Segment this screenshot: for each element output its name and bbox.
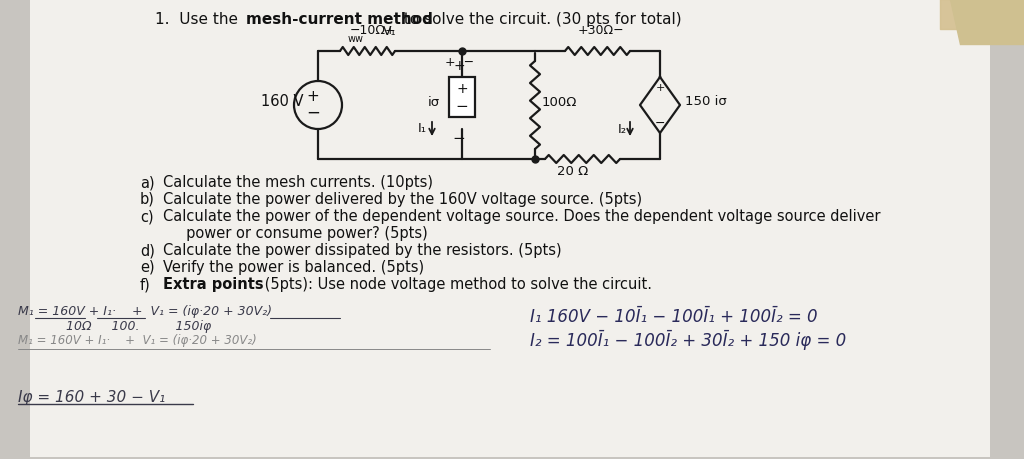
Text: 1.  Use the: 1. Use the (155, 12, 243, 27)
Text: +30Ω−: +30Ω− (578, 24, 624, 37)
Text: 150 iσ: 150 iσ (685, 94, 727, 107)
Text: 20 Ω: 20 Ω (557, 165, 588, 178)
Text: Calculate the power dissipated by the resistors. (5pts): Calculate the power dissipated by the re… (163, 242, 561, 257)
Text: c): c) (140, 208, 154, 224)
Text: f): f) (140, 276, 151, 291)
Text: −: − (306, 104, 319, 122)
Text: to solve the circuit. (30 pts for total): to solve the circuit. (30 pts for total) (399, 12, 682, 27)
Text: Calculate the mesh currents. (10pts): Calculate the mesh currents. (10pts) (163, 174, 433, 190)
Text: power or consume power? (5pts): power or consume power? (5pts) (163, 225, 428, 241)
Text: 160 V: 160 V (261, 93, 303, 108)
Text: 10Ω     100.         150iφ: 10Ω 100. 150iφ (66, 319, 211, 332)
Text: b): b) (140, 191, 155, 207)
Text: I₂: I₂ (617, 122, 627, 135)
Text: Iφ = 160 + 30 − V₁: Iφ = 160 + 30 − V₁ (18, 389, 165, 404)
Text: Calculate the power of the dependent voltage source. Does the dependent voltage : Calculate the power of the dependent vol… (163, 208, 881, 224)
Text: (5pts): Use node voltage method to solve the circuit.: (5pts): Use node voltage method to solve… (260, 276, 652, 291)
FancyBboxPatch shape (30, 0, 990, 457)
Text: +: + (454, 59, 465, 73)
Text: +: + (306, 88, 319, 103)
Text: I₁: I₁ (418, 121, 427, 134)
Polygon shape (950, 0, 1024, 45)
FancyBboxPatch shape (449, 78, 475, 118)
Text: M₁ = 160V + I₁·    +  V₁ = (iφ·20 + 30V₂): M₁ = 160V + I₁· + V₁ = (iφ·20 + 30V₂) (18, 333, 257, 346)
Text: Calculate the power delivered by the 160V voltage source. (5pts): Calculate the power delivered by the 160… (163, 191, 642, 207)
Text: M₁ = 160V + I₁·    +  V₁ = (iφ·20 + 30V₂): M₁ = 160V + I₁· + V₁ = (iφ·20 + 30V₂) (18, 304, 272, 317)
Text: −: − (456, 99, 468, 114)
Text: +: + (456, 82, 468, 96)
Text: −: − (654, 117, 666, 130)
Text: Verify the power is balanced. (5pts): Verify the power is balanced. (5pts) (163, 259, 424, 274)
Text: 100Ω: 100Ω (542, 95, 578, 108)
Text: I₂ = 100Ī₁ − 100Ī₂ + 30Ī₂ + 150 iφ = 0: I₂ = 100Ī₁ − 100Ī₂ + 30Ī₂ + 150 iφ = 0 (530, 329, 846, 349)
Text: −: − (453, 130, 465, 145)
Text: mesh-current method: mesh-current method (246, 12, 433, 27)
Text: +: + (655, 83, 665, 93)
Text: +  −: + − (445, 56, 474, 69)
Text: V₁: V₁ (383, 25, 396, 38)
Text: e): e) (140, 259, 155, 274)
Text: I₁ 160V − 10Ī₁ − 100Ī₁ + 100Ī₂ = 0: I₁ 160V − 10Ī₁ − 100Ī₁ + 100Ī₂ = 0 (530, 308, 817, 325)
Text: −10Ω+: −10Ω+ (349, 24, 396, 37)
Text: Extra points: Extra points (163, 276, 263, 291)
Text: ww: ww (347, 34, 364, 44)
Text: d): d) (140, 242, 155, 257)
Text: a): a) (140, 174, 155, 190)
Text: iσ: iσ (428, 95, 440, 108)
